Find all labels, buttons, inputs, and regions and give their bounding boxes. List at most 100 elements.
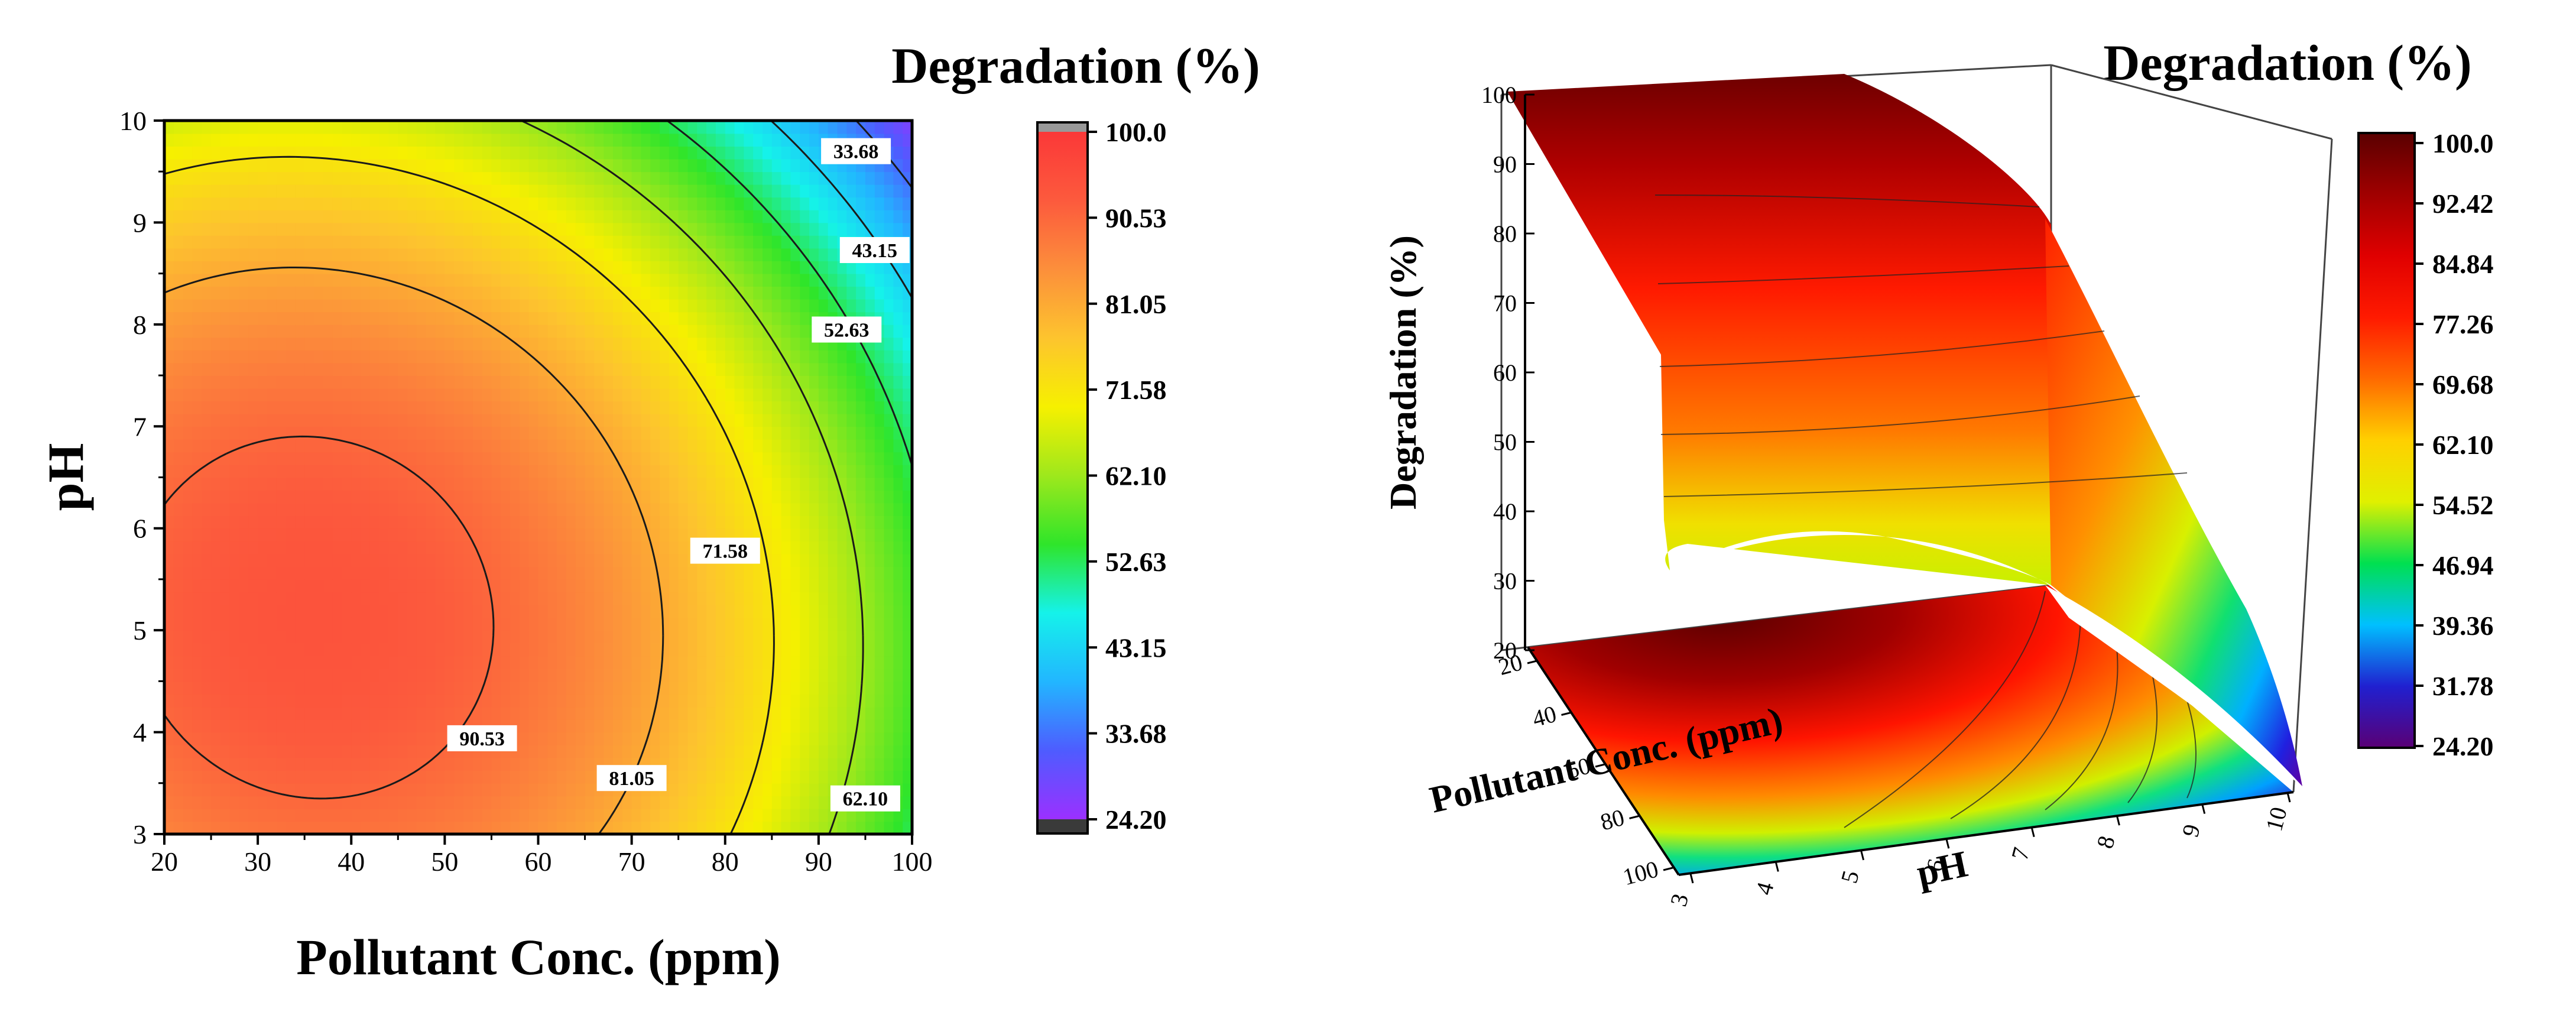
heatmap-cell xyxy=(734,133,745,147)
heatmap-cell xyxy=(491,286,501,300)
heatmap-cell xyxy=(818,299,829,313)
heatmap-cell xyxy=(304,121,314,134)
heatmap-cell xyxy=(575,643,586,657)
heatmap-cell xyxy=(519,413,530,427)
heatmap-cell xyxy=(482,553,492,567)
heatmap-cell xyxy=(874,273,885,287)
x-tick-label: 40 xyxy=(338,846,365,877)
heatmap-cell xyxy=(744,362,754,376)
heatmap-cell xyxy=(660,299,670,313)
heatmap-cell xyxy=(295,121,305,134)
heatmap-cell xyxy=(445,426,455,440)
heatmap-cell xyxy=(818,222,829,236)
heatmap-cell xyxy=(846,566,856,580)
heatmap-cell xyxy=(510,502,520,516)
heatmap-cell xyxy=(463,693,473,708)
heatmap-cell xyxy=(669,783,679,797)
heatmap-cell xyxy=(435,515,446,529)
heatmap-cell xyxy=(379,502,390,516)
heatmap-cell xyxy=(585,286,595,300)
heatmap-cell xyxy=(903,286,912,300)
heatmap-cell xyxy=(314,605,324,618)
heatmap-cell xyxy=(538,286,549,300)
heatmap-cell xyxy=(173,324,184,338)
heatmap-cell xyxy=(361,757,371,771)
heatmap-cell xyxy=(285,783,296,797)
heatmap-cell xyxy=(323,184,333,198)
heatmap-cell xyxy=(818,668,829,682)
heatmap-cell xyxy=(369,553,380,567)
heatmap-cell xyxy=(229,273,240,287)
heatmap-cell xyxy=(903,171,912,185)
heatmap-cell xyxy=(650,312,660,325)
heatmap-cell xyxy=(706,439,716,453)
heatmap-cell xyxy=(295,643,305,657)
heatmap-cell xyxy=(407,337,417,351)
heatmap-cell xyxy=(454,490,464,504)
heatmap-cell xyxy=(800,439,810,453)
heatmap-cell xyxy=(304,413,314,427)
heatmap-cell xyxy=(669,719,679,733)
heatmap-cell xyxy=(173,286,184,300)
heatmap-cell xyxy=(781,222,791,236)
heatmap-cell xyxy=(388,796,399,809)
colorbar-tick-label: 31.78 xyxy=(2432,671,2494,701)
heatmap-cell xyxy=(837,808,848,822)
heatmap-cell xyxy=(239,783,249,797)
heatmap-cell xyxy=(585,362,595,376)
heatmap-cell xyxy=(445,439,455,453)
heatmap-cell xyxy=(763,617,773,631)
heatmap-cell xyxy=(528,821,539,834)
heatmap-cell xyxy=(276,337,287,351)
heatmap-cell xyxy=(865,439,875,453)
heatmap-cell xyxy=(715,732,726,745)
heatmap-cell xyxy=(753,693,763,708)
heatmap-cell xyxy=(828,375,838,389)
heatmap-cell xyxy=(706,235,716,249)
heatmap-cell xyxy=(641,502,651,516)
heatmap-cell xyxy=(809,821,819,834)
heatmap-cell xyxy=(566,375,576,389)
heatmap-cell xyxy=(351,312,361,325)
heatmap-cell xyxy=(220,477,231,491)
heatmap-cell xyxy=(790,464,800,478)
heatmap-cell xyxy=(379,248,390,261)
heatmap-cell xyxy=(304,553,314,567)
heatmap-cell xyxy=(295,158,305,173)
heatmap-cell xyxy=(220,643,231,657)
heatmap-cell xyxy=(809,719,819,733)
heatmap-cell xyxy=(613,745,623,758)
heatmap-cell xyxy=(585,477,595,491)
heatmap-cell xyxy=(856,757,866,771)
heatmap-cell xyxy=(501,273,511,287)
heatmap-cell xyxy=(650,796,660,809)
heatmap-cell xyxy=(463,541,473,554)
heatmap-cell xyxy=(566,515,576,529)
heatmap-cell xyxy=(771,197,782,210)
heatmap-cell xyxy=(669,362,679,376)
heatmap-cell xyxy=(809,375,819,389)
heatmap-cell xyxy=(398,490,408,504)
heatmap-cell xyxy=(818,452,829,465)
heatmap-cell xyxy=(893,745,903,758)
heatmap-cell xyxy=(173,770,184,784)
heatmap-cell xyxy=(903,350,912,364)
heatmap-cell xyxy=(342,452,352,465)
heatmap-cell xyxy=(604,566,614,580)
heatmap-cell xyxy=(239,375,249,389)
heatmap-cell xyxy=(491,783,501,797)
heatmap-cell xyxy=(342,783,352,797)
heatmap-cell xyxy=(258,146,268,160)
heatmap-cell xyxy=(725,668,735,682)
heatmap-cell xyxy=(173,656,184,669)
heatmap-cell xyxy=(678,439,689,453)
heatmap-cell xyxy=(660,273,670,287)
heatmap-cell xyxy=(482,209,492,223)
heatmap-cell xyxy=(706,605,716,618)
heatmap-cell xyxy=(678,693,689,708)
heatmap-cell xyxy=(575,490,586,504)
heatmap-cell xyxy=(538,796,549,809)
heatmap-cell xyxy=(903,413,912,427)
heatmap-cell xyxy=(706,693,716,708)
heatmap-cell xyxy=(164,796,174,809)
